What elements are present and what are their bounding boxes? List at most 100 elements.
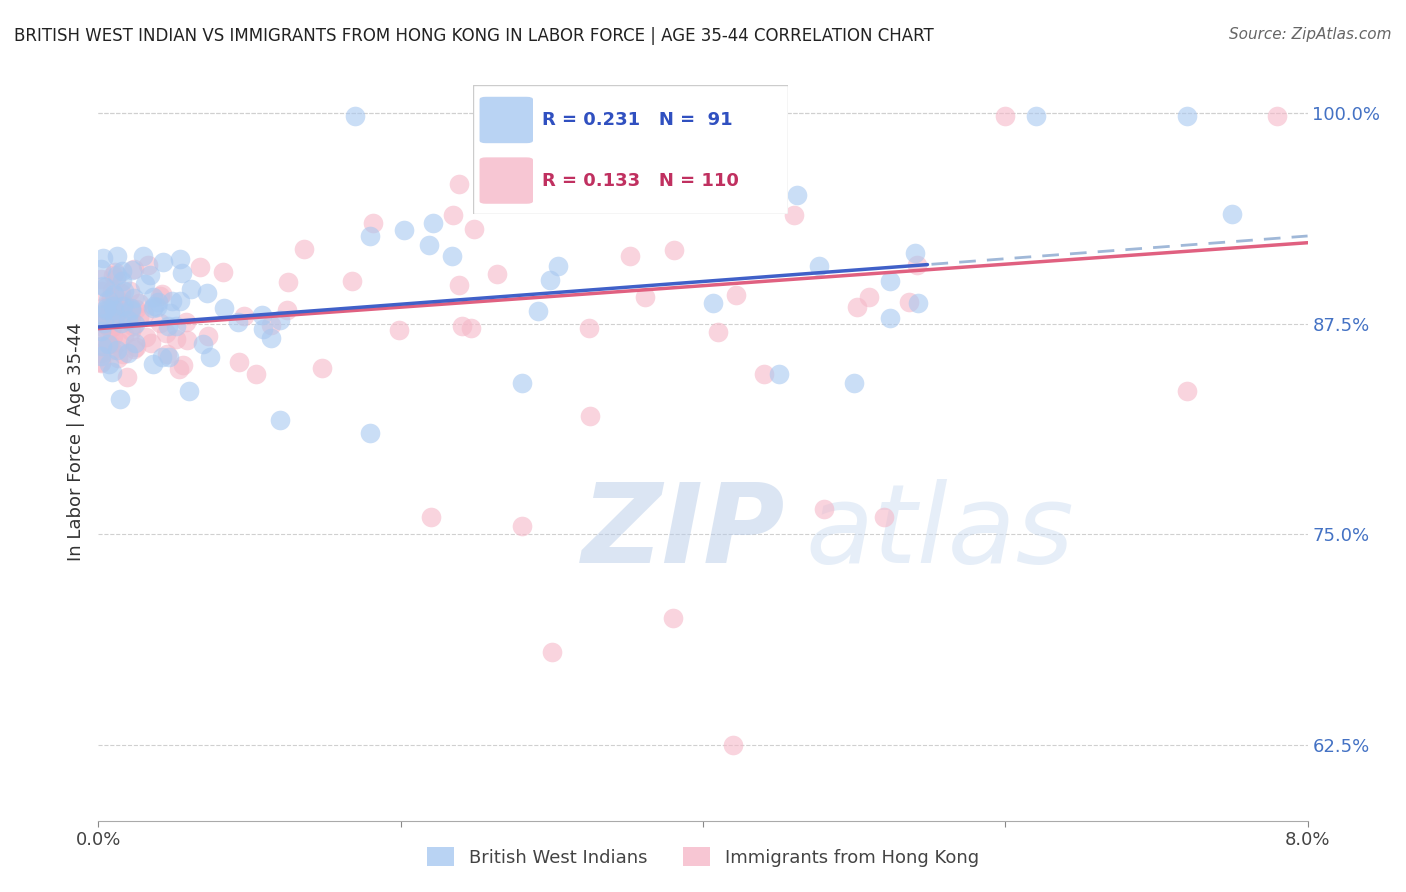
Point [1175,109,1198,123]
Point [485,267,508,281]
Point [90,324,112,338]
Point [146,300,169,314]
Point [94,303,117,318]
Point [170,267,193,281]
Point [121,262,143,277]
Point [110,302,132,317]
Point [108,392,131,407]
Point [103,287,125,301]
Point [112,347,135,361]
Text: atlas: atlas [806,479,1074,586]
Point [707,325,730,339]
Point [232,309,254,323]
Point [214,301,236,315]
Point [252,321,274,335]
Point [139,268,162,282]
Point [108,334,131,349]
Point [91,284,114,298]
Point [105,268,128,282]
Point [103,303,125,318]
Point [149,289,172,303]
Point [90,356,112,370]
Point [96,319,118,334]
Point [91,306,114,320]
Point [200,350,222,364]
Point [845,300,868,314]
Point [159,306,181,320]
Point [191,336,214,351]
Point [904,246,927,260]
Point [93,300,115,314]
Point [100,291,122,305]
Point [93,317,115,331]
Point [449,177,471,191]
Point [110,316,132,330]
Point [269,313,291,327]
Point [101,268,124,282]
Point [97,317,120,331]
Point [702,296,724,310]
Point [1267,109,1289,123]
Point [463,221,485,235]
Point [451,318,474,333]
Point [169,294,191,309]
Point [111,274,134,288]
Point [104,271,127,285]
Point [808,260,831,274]
Point [101,365,124,379]
Point [143,299,166,313]
Point [394,223,416,237]
Point [994,109,1017,123]
Point [897,295,920,310]
Point [103,299,125,313]
Point [160,293,183,308]
Point [228,355,250,369]
Point [579,409,602,424]
Point [90,349,112,363]
Point [112,297,135,311]
Point [91,251,114,265]
Point [101,304,124,318]
Point [115,370,138,384]
Point [90,339,112,353]
Point [118,310,141,324]
Point [634,290,657,304]
Point [782,208,804,222]
Point [662,243,685,257]
Point [1175,384,1198,398]
Point [101,320,124,334]
Point [122,262,145,277]
Point [344,109,367,123]
Point [104,265,127,279]
Point [120,301,142,316]
Point [91,278,114,293]
Point [96,318,118,332]
Point [156,347,179,361]
Point [124,291,146,305]
Point [118,285,141,299]
Point [134,277,156,292]
Point [441,208,464,222]
Legend: British West Indians, Immigrants from Hong Kong: British West Indians, Immigrants from Ho… [420,840,986,874]
Point [1220,207,1243,221]
Point [752,367,775,381]
Point [94,280,117,294]
Point [905,258,928,272]
Point [245,367,267,381]
Point [260,318,283,333]
Point [150,287,173,301]
Point [250,308,273,322]
Point [155,326,177,341]
Point [110,285,132,300]
Point [142,357,165,371]
Point [180,282,202,296]
Point [152,255,174,269]
Point [276,303,298,318]
Point [100,283,122,297]
Point [197,329,219,343]
Point [124,317,146,331]
Point [134,307,156,321]
Point [149,316,172,330]
Point [538,272,561,286]
Point [540,645,562,659]
